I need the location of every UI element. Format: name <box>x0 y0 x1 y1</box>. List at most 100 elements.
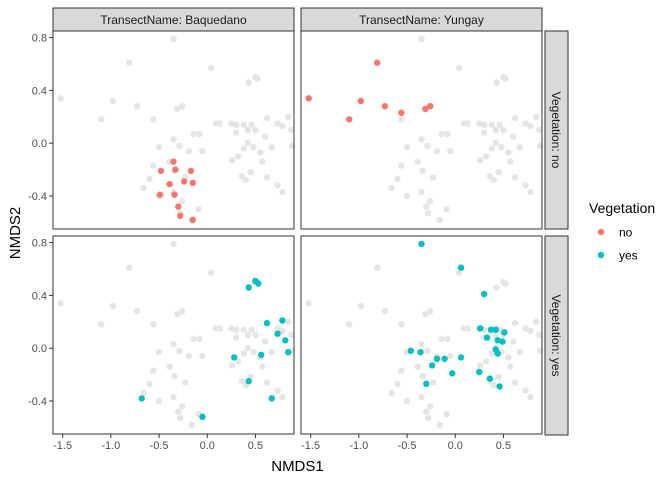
background-point <box>488 145 496 152</box>
background-point <box>374 264 381 271</box>
background-point <box>150 162 157 169</box>
data-point-yes <box>441 355 448 362</box>
background-point <box>188 421 195 428</box>
x-tick-label: -0.5 <box>150 440 169 452</box>
background-point <box>274 182 281 189</box>
background-point <box>522 120 529 127</box>
background-point <box>527 188 534 196</box>
background-point <box>486 173 494 180</box>
background-point <box>190 335 197 343</box>
background-point <box>176 142 183 149</box>
background-point <box>240 145 248 152</box>
background-point <box>500 126 507 134</box>
background-point <box>133 308 141 315</box>
panel-yungay-no <box>300 30 544 230</box>
data-point-yes <box>255 280 262 287</box>
background-point <box>444 130 451 138</box>
background-point <box>476 120 483 127</box>
x-tick-label: 0.5 <box>248 440 263 452</box>
background-point <box>170 341 177 348</box>
background-point <box>418 35 425 43</box>
background-point <box>388 184 395 192</box>
background-point <box>57 300 64 307</box>
background-point <box>511 174 519 181</box>
data-point-yes <box>423 380 430 387</box>
background-point <box>140 389 147 397</box>
background-point <box>166 363 173 370</box>
background-point <box>268 349 275 356</box>
panel-border <box>52 30 295 230</box>
background-point <box>527 122 534 130</box>
background-point <box>533 113 540 121</box>
background-point <box>133 103 141 110</box>
background-point <box>287 331 295 339</box>
facet-strip-yungay-label: TransectName: Yungay <box>359 13 484 27</box>
panel-border <box>52 235 295 435</box>
background-point <box>244 126 251 134</box>
background-point <box>155 144 163 151</box>
background-point <box>398 162 405 169</box>
background-point <box>234 358 242 365</box>
y-axis-title: NMDS2 <box>7 207 24 260</box>
background-point <box>522 387 529 394</box>
background-point <box>427 308 434 315</box>
background-point <box>274 387 281 394</box>
background-point <box>228 120 235 127</box>
background-point <box>146 175 153 182</box>
background-point <box>171 372 178 380</box>
background-point <box>419 167 426 175</box>
background-point <box>424 142 431 149</box>
background-point <box>279 393 286 401</box>
data-point-yes <box>486 375 494 382</box>
background-point <box>443 411 450 418</box>
background-point <box>177 415 184 422</box>
background-point <box>388 389 395 397</box>
background-point <box>279 122 286 130</box>
background-point <box>174 310 181 318</box>
background-point <box>229 362 236 369</box>
background-point <box>535 126 543 134</box>
data-point-yes <box>245 378 252 385</box>
x-tick-label: -1.5 <box>301 440 320 452</box>
y-tick-label: 0.0 <box>32 343 47 355</box>
background-point <box>252 126 259 134</box>
background-point <box>244 140 251 147</box>
background-point <box>422 310 429 318</box>
background-point <box>460 325 468 332</box>
background-point <box>495 374 502 381</box>
background-point <box>228 325 235 332</box>
background-point <box>482 358 490 365</box>
background-point <box>398 116 405 123</box>
background-point <box>447 352 454 360</box>
background-point <box>196 335 203 343</box>
y-tick-label: 0.4 <box>32 85 47 97</box>
data-point-yes <box>494 337 501 344</box>
background-point <box>533 318 540 325</box>
background-point <box>394 380 401 387</box>
data-point-yes <box>496 383 503 390</box>
x-tick-label: 0.0 <box>200 440 215 452</box>
data-point-no <box>180 178 188 185</box>
background-point <box>492 126 499 134</box>
facet-strip-vegetation-yes-label: Vegetation: yes <box>549 294 563 376</box>
background-point <box>481 121 488 128</box>
data-point-no <box>157 167 165 175</box>
background-point <box>424 347 431 354</box>
y-tick-label: -0.4 <box>28 191 47 203</box>
panel-border <box>300 30 543 230</box>
background-point <box>207 269 215 277</box>
data-point-no <box>346 116 353 123</box>
data-point-yes <box>274 330 281 337</box>
background-point <box>248 326 255 333</box>
background-point <box>261 338 269 345</box>
legend-swatch-yes <box>597 251 605 259</box>
data-point-no <box>381 103 389 110</box>
background-point <box>179 103 186 110</box>
data-point-no <box>170 158 177 165</box>
background-point <box>259 158 266 165</box>
background-point <box>414 158 421 165</box>
data-point-yes <box>428 362 436 369</box>
background-point <box>381 308 389 315</box>
background-point <box>250 349 257 356</box>
x-tick-label: -1.0 <box>349 440 368 452</box>
